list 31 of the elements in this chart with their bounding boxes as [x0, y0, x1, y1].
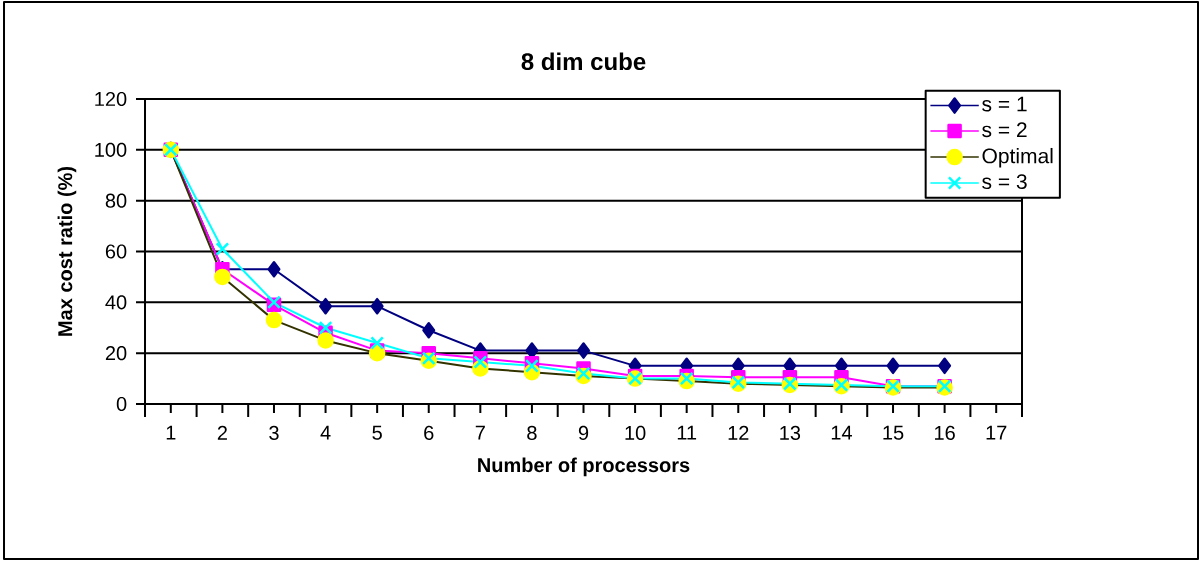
y-tick-label: 100	[95, 142, 127, 157]
x-tick-label: 16	[935, 425, 955, 441]
chart-title: 8 dim cube	[521, 52, 646, 71]
x-tick-label: 13	[780, 425, 801, 441]
legend-label: s = 3	[982, 174, 1027, 190]
x-tick-label: 11	[677, 425, 697, 440]
legend-label: Optimal	[982, 147, 1053, 168]
y-tick-label: 0	[116, 396, 127, 412]
x-tick-label: 7	[475, 425, 485, 440]
x-tick-label: 4	[320, 425, 331, 440]
x-tick-label: 1	[166, 425, 176, 440]
legend-label: s = 1	[982, 96, 1027, 112]
x-tick-label: 17	[986, 425, 1007, 440]
x-axis-title: Number of processors	[478, 457, 690, 477]
x-tick-label: 12	[728, 425, 749, 440]
y-tick-label: 120	[95, 91, 127, 107]
x-tick-label: 8	[527, 425, 537, 441]
x-tick-label: 2	[217, 425, 227, 440]
legend-label: s = 2	[982, 122, 1027, 138]
x-tick-label: 6	[424, 425, 434, 441]
y-tick-label: 60	[105, 244, 127, 259]
x-tick-label: 15	[883, 425, 904, 440]
x-tick-label: 10	[625, 425, 646, 441]
y-tick-label: 20	[105, 346, 127, 361]
x-tick-label: 3	[269, 425, 279, 441]
x-tick-label: 9	[578, 425, 589, 441]
y-tick-label: 80	[105, 193, 127, 208]
x-tick-label: 5	[372, 425, 382, 440]
y-axis-title: Max cost ratio (%)	[57, 166, 77, 336]
x-tick-label: 14	[831, 425, 852, 440]
y-tick-label: 40	[105, 295, 127, 310]
